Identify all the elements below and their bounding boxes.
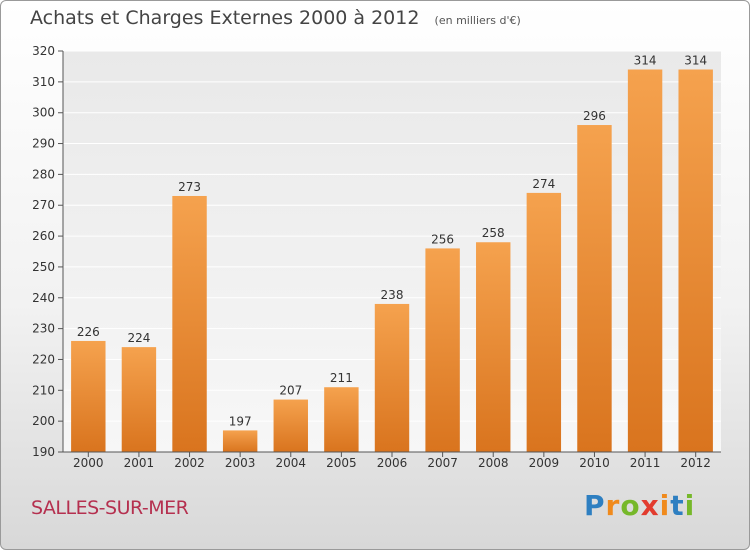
y-tick-label: 300 — [32, 106, 55, 120]
x-tick-label: 2008 — [478, 456, 509, 470]
y-tick-label: 320 — [32, 44, 55, 58]
x-tick-label: 2010 — [579, 456, 610, 470]
logo-letter: o — [620, 489, 641, 522]
bar-2002 — [172, 195, 207, 452]
data-label: 296 — [583, 109, 606, 123]
data-label: 226 — [77, 325, 100, 339]
title-row: Achats et Charges Externes 2000 à 2012 (… — [30, 7, 521, 29]
chart-title: Achats et Charges Externes 2000 à 2012 — [30, 7, 420, 29]
data-label: 238 — [381, 288, 404, 302]
x-tick-label: 2002 — [174, 456, 205, 470]
data-label: 258 — [482, 226, 505, 240]
logo-letter: i — [659, 489, 671, 522]
y-tick-label: 280 — [32, 167, 55, 181]
y-tick-label: 270 — [32, 198, 55, 212]
logo-letter: P — [584, 489, 606, 522]
commune-name: SALLES-SUR-MER — [31, 497, 189, 519]
y-tick-label: 230 — [32, 322, 55, 336]
y-tick-label: 190 — [32, 445, 55, 459]
logo-letter: r — [605, 489, 621, 522]
data-label: 273 — [178, 180, 201, 194]
bar-2006 — [374, 303, 410, 452]
x-tick-label: 2007 — [427, 456, 458, 470]
bar-2004 — [273, 399, 308, 452]
x-tick-label: 2001 — [124, 456, 155, 470]
data-label: 314 — [634, 54, 657, 68]
x-tick-label: 2004 — [275, 456, 306, 470]
bar-2012 — [678, 69, 713, 452]
x-tick-label: 2009 — [529, 456, 560, 470]
bar-2010 — [577, 125, 612, 453]
x-tick-label: 2005 — [326, 456, 357, 470]
bar-2009 — [526, 192, 562, 452]
data-label: 197 — [229, 414, 252, 428]
proxiti-logo: Proxiti — [584, 489, 695, 522]
data-label: 207 — [279, 384, 302, 398]
bar-2000 — [71, 340, 106, 452]
logo-letter: i — [684, 489, 696, 522]
bar-2007 — [425, 248, 460, 452]
logo-letter: t — [670, 489, 685, 522]
data-label: 314 — [684, 54, 707, 68]
x-tick-label: 2003 — [225, 456, 256, 470]
x-tick-label: 2006 — [377, 456, 408, 470]
chart-unit: (en milliers d'€) — [434, 14, 521, 27]
y-tick-label: 210 — [32, 383, 55, 397]
bar-2008 — [476, 242, 511, 452]
bar-2001 — [121, 347, 157, 452]
data-label: 224 — [127, 331, 150, 345]
data-label: 211 — [330, 371, 353, 385]
y-tick-label: 240 — [32, 291, 55, 305]
y-tick-label: 220 — [32, 352, 55, 366]
logo-letter: x — [640, 489, 660, 522]
x-tick-label: 2011 — [630, 456, 661, 470]
y-tick-label: 200 — [32, 414, 55, 428]
y-tick-label: 260 — [32, 229, 55, 243]
bar-2005 — [324, 387, 359, 452]
data-label: 256 — [431, 232, 454, 246]
y-tick-label: 290 — [32, 137, 55, 151]
data-label: 274 — [532, 177, 555, 191]
y-tick-label: 250 — [32, 260, 55, 274]
bar-2011 — [627, 69, 663, 452]
y-tick-label: 310 — [32, 75, 55, 89]
bar-2003 — [222, 430, 258, 452]
x-tick-label: 2012 — [680, 456, 711, 470]
x-tick-label: 2000 — [73, 456, 104, 470]
